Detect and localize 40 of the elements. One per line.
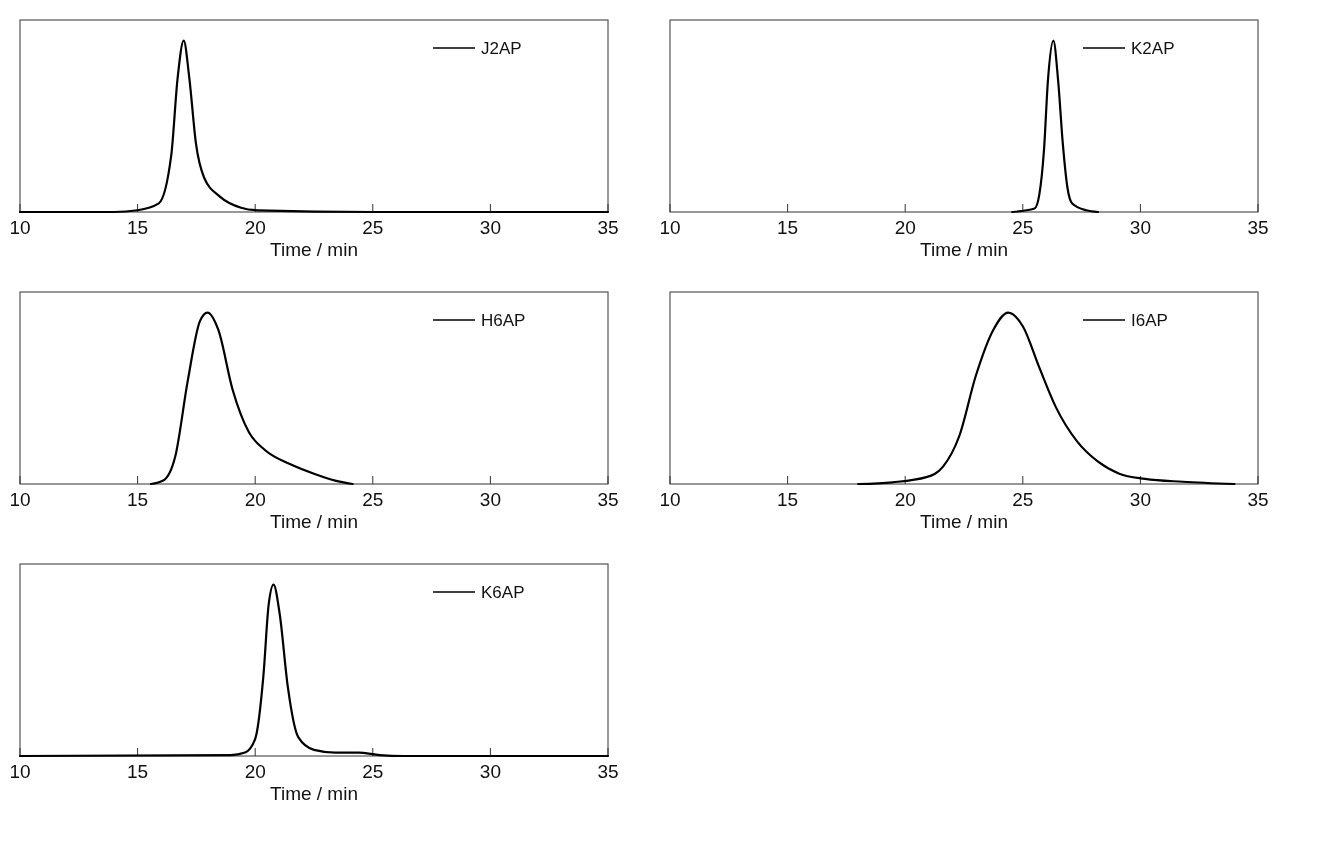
x-tick-label: 15 <box>127 761 149 782</box>
x-tick-label: 25 <box>362 489 384 510</box>
x-tick-label: 30 <box>479 217 501 238</box>
x-tick-label: 30 <box>479 489 501 510</box>
x-axis-title: Time / min <box>920 239 1008 260</box>
x-tick-label: 35 <box>597 761 619 782</box>
x-axis-title: Time / min <box>920 511 1008 532</box>
x-tick-label: 20 <box>244 761 266 782</box>
legend-label: K2AP <box>1131 39 1175 58</box>
x-tick-label: 15 <box>127 217 149 238</box>
x-tick-label: 10 <box>9 217 31 238</box>
x-tick-label: 30 <box>479 761 501 782</box>
x-axis-title: Time / min <box>270 511 358 532</box>
x-tick-label: 25 <box>1012 489 1034 510</box>
legend-label: K6AP <box>481 583 525 602</box>
x-tick-label: 15 <box>127 489 149 510</box>
x-tick-label: 10 <box>659 489 681 510</box>
x-tick-label: 10 <box>9 489 31 510</box>
x-axis-title: Time / min <box>270 783 358 804</box>
x-tick-label: 25 <box>1012 217 1034 238</box>
x-tick-label: 15 <box>777 489 799 510</box>
x-tick-label: 30 <box>1129 489 1151 510</box>
legend-label: I6AP <box>1131 311 1168 330</box>
x-tick-label: 10 <box>659 217 681 238</box>
x-tick-label: 25 <box>362 217 384 238</box>
x-tick-label: 35 <box>597 217 619 238</box>
x-tick-label: 35 <box>1247 217 1269 238</box>
legend-label: J2AP <box>481 39 522 58</box>
x-tick-label: 20 <box>244 217 266 238</box>
x-tick-label: 15 <box>777 217 799 238</box>
x-axis-title: Time / min <box>270 239 358 260</box>
x-tick-label: 35 <box>1247 489 1269 510</box>
x-tick-label: 30 <box>1129 217 1151 238</box>
x-tick-label: 20 <box>894 489 916 510</box>
legend-label: H6AP <box>481 311 526 330</box>
x-tick-label: 20 <box>244 489 266 510</box>
x-tick-label: 35 <box>597 489 619 510</box>
x-tick-label: 10 <box>9 761 31 782</box>
x-tick-label: 25 <box>362 761 384 782</box>
x-tick-label: 20 <box>894 217 916 238</box>
